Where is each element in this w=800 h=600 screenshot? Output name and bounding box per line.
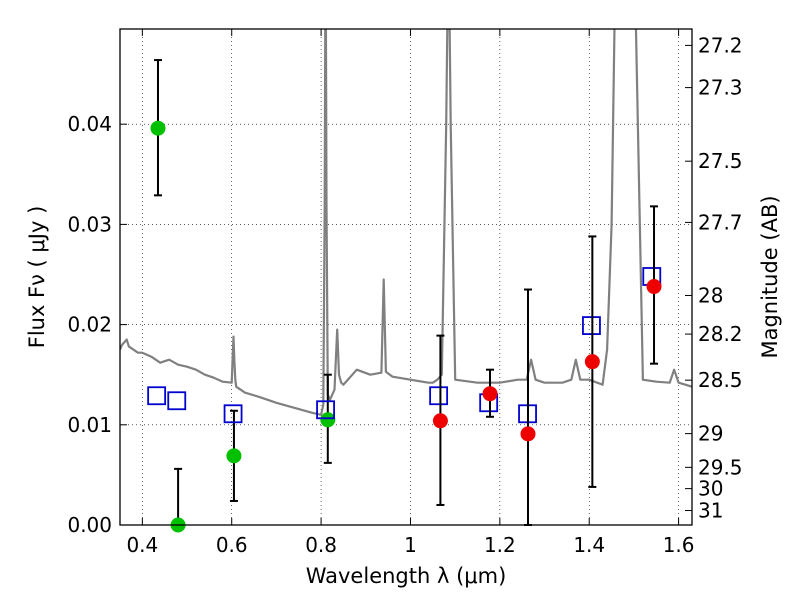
y-tick-label: 0.01 (67, 413, 112, 437)
x-axis-label: Wavelength λ (μm) (306, 564, 507, 588)
y-tick-label: 0.00 (67, 513, 112, 537)
x-tick-label: 1.4 (573, 533, 605, 557)
plot-frame (119, 28, 693, 526)
x-tick-label: 1 (404, 533, 417, 557)
markers (147, 59, 662, 533)
y2-tick-label: 27.2 (698, 33, 743, 57)
red-point (646, 279, 662, 295)
y2-tick-label: 28 (698, 283, 723, 307)
red-point (432, 413, 448, 429)
blue-square-point (316, 400, 335, 420)
y2-tick-label: 30 (698, 477, 723, 501)
green-point (320, 412, 336, 428)
x-tick-label: 1.2 (484, 533, 516, 557)
y2-tick-label: 31 (698, 499, 723, 523)
y-tick-label: 0.02 (67, 313, 112, 337)
blue-square-point (167, 391, 187, 411)
x-tick-label: 1.6 (663, 533, 695, 557)
x-tick-label: 0.8 (305, 533, 337, 557)
red-point (520, 426, 536, 442)
red-point (482, 386, 498, 402)
red-point (584, 354, 600, 370)
x-tick-label: 0.4 (126, 533, 158, 557)
blue-square-point (223, 404, 243, 424)
y2-tick-label: 29.5 (698, 455, 743, 479)
y-tick-label: 0.04 (67, 112, 112, 136)
y2-tick-label: 27.3 (698, 76, 743, 100)
y-axis-label: Flux Fν ( μJy ) (25, 206, 49, 349)
axis-ticks: 0.4 0.6 0.8 1 1.2 1.4 1.6 0.00 0.01 0.02 0.03 0.04 2… (67, 29, 743, 557)
y2-tick-label: 28.5 (698, 368, 743, 392)
y2-axis-label: Magnitude (AB) (758, 195, 782, 358)
y-tick-label: 0.03 (67, 212, 112, 236)
y2-tick-label: 27.5 (698, 149, 743, 173)
blue-square-point (429, 386, 449, 406)
blue-square-point (147, 386, 167, 406)
green-point (150, 120, 166, 136)
y2-tick-label: 29 (698, 422, 723, 446)
y2-tick-label: 27.7 (698, 210, 743, 234)
green-point (226, 448, 242, 464)
y2-tick-label: 28.2 (698, 322, 743, 346)
x-tick-label: 0.6 (216, 533, 248, 557)
